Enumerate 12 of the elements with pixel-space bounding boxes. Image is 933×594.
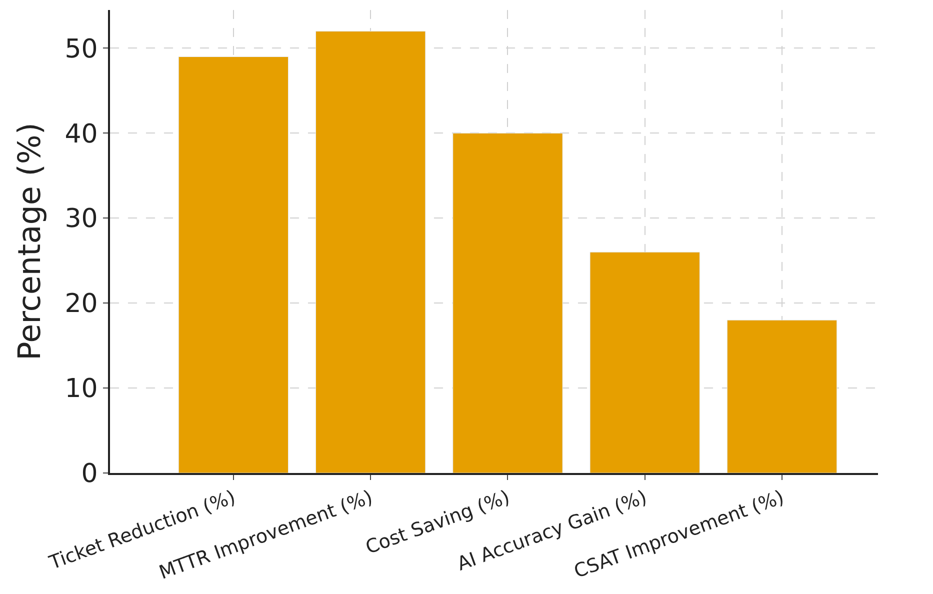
y-tick-label: 40 (64, 119, 98, 150)
y-tick-label: 50 (64, 34, 98, 64)
y-axis-title: Percentage (%) (12, 122, 48, 360)
bar (452, 132, 563, 473)
bar (315, 30, 426, 473)
bar (590, 252, 700, 473)
y-tick-label: 0 (81, 459, 98, 490)
y-tick-label: 30 (64, 204, 98, 234)
bar (178, 56, 289, 473)
y-tick-label: 10 (64, 374, 98, 404)
y-tick-label: 20 (64, 289, 98, 320)
bar (726, 320, 838, 473)
